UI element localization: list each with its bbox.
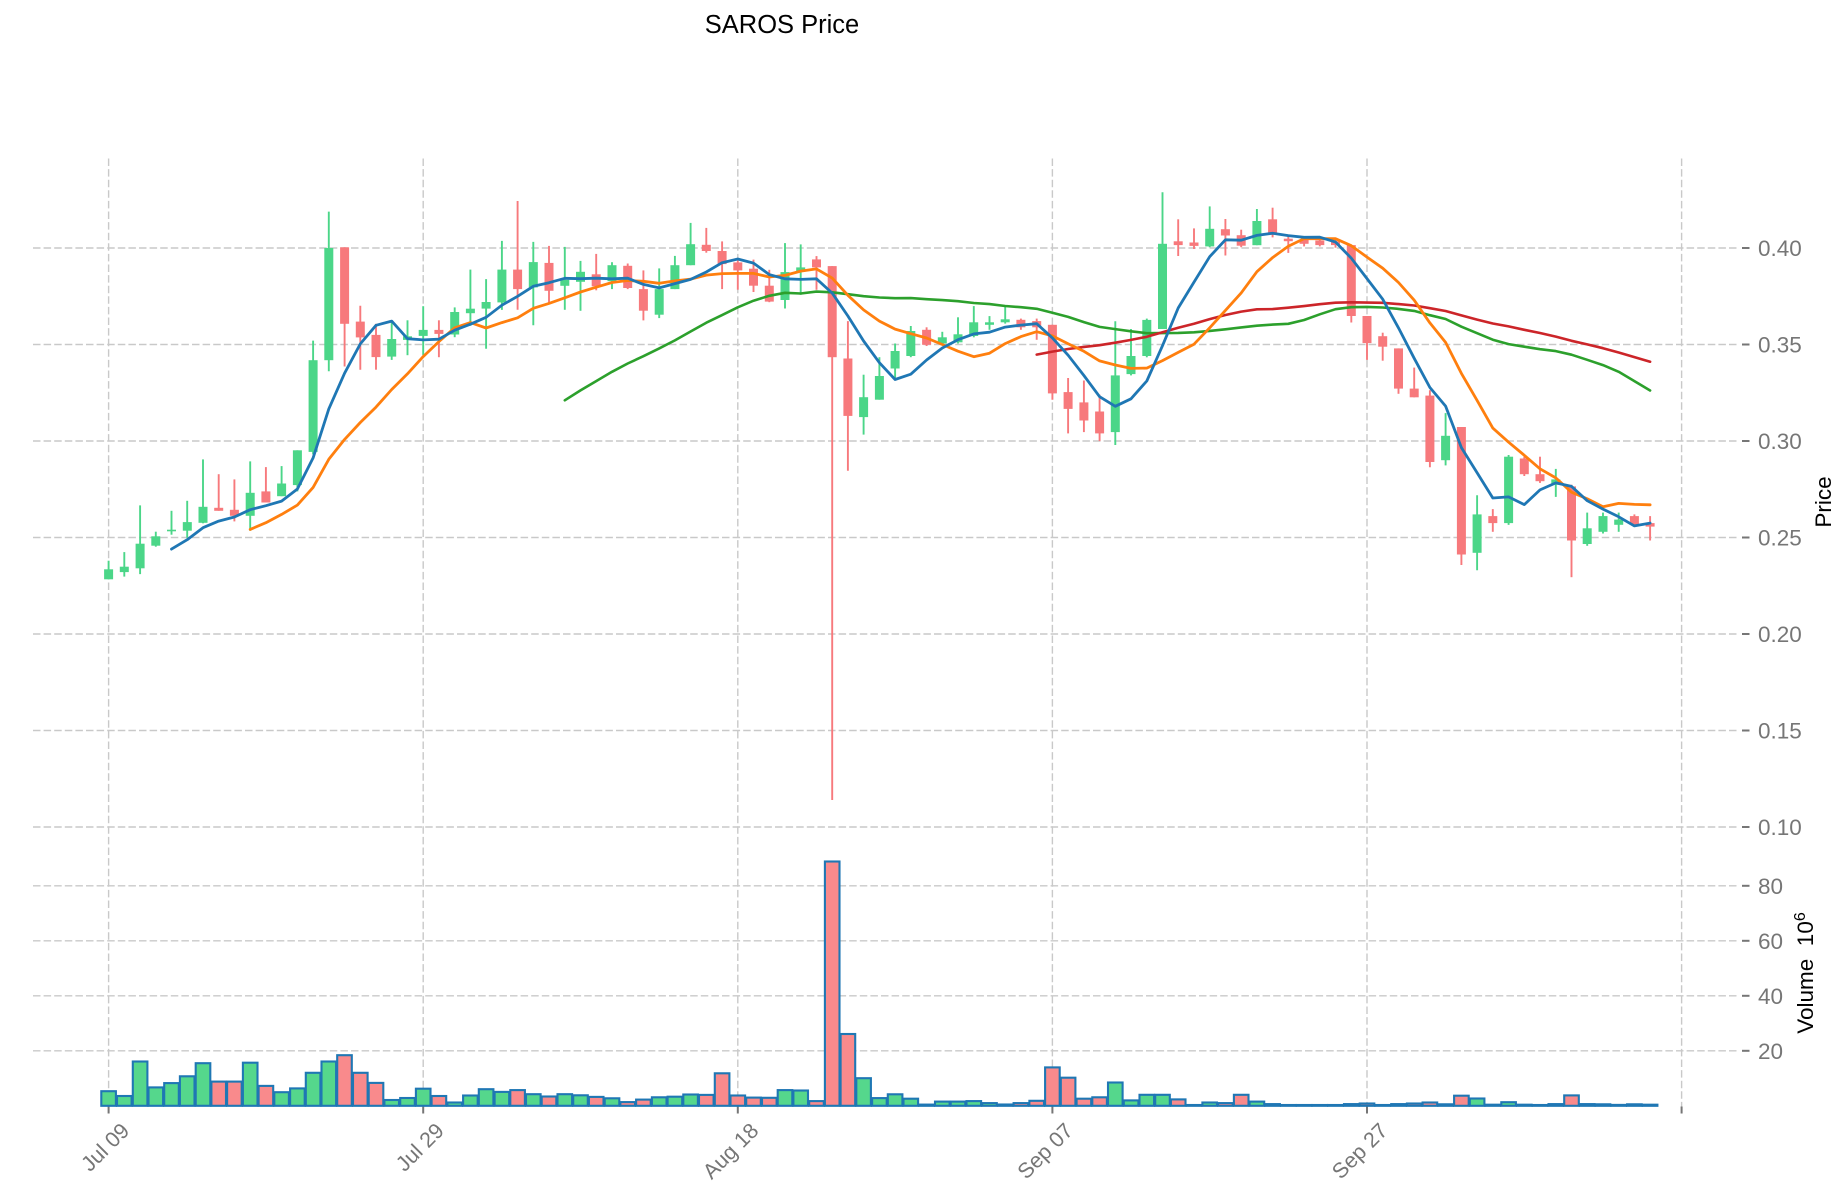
- svg-text:80: 80: [1758, 874, 1783, 899]
- svg-text:20: 20: [1758, 1039, 1783, 1064]
- svg-text:0.15: 0.15: [1758, 719, 1802, 744]
- svg-text:0.30: 0.30: [1758, 429, 1802, 454]
- svg-text:Price: Price: [1811, 476, 1836, 527]
- svg-text:0.10: 0.10: [1758, 815, 1802, 840]
- svg-text:0.40: 0.40: [1758, 236, 1802, 261]
- svg-text:SAROS Price: SAROS Price: [705, 11, 859, 39]
- svg-text:0.25: 0.25: [1758, 526, 1802, 551]
- svg-text:Volume 106: Volume 106: [1792, 912, 1818, 1034]
- svg-text:0.35: 0.35: [1758, 333, 1802, 358]
- svg-text:0.20: 0.20: [1758, 622, 1802, 647]
- svg-text:60: 60: [1758, 929, 1783, 954]
- svg-text:40: 40: [1758, 984, 1783, 1009]
